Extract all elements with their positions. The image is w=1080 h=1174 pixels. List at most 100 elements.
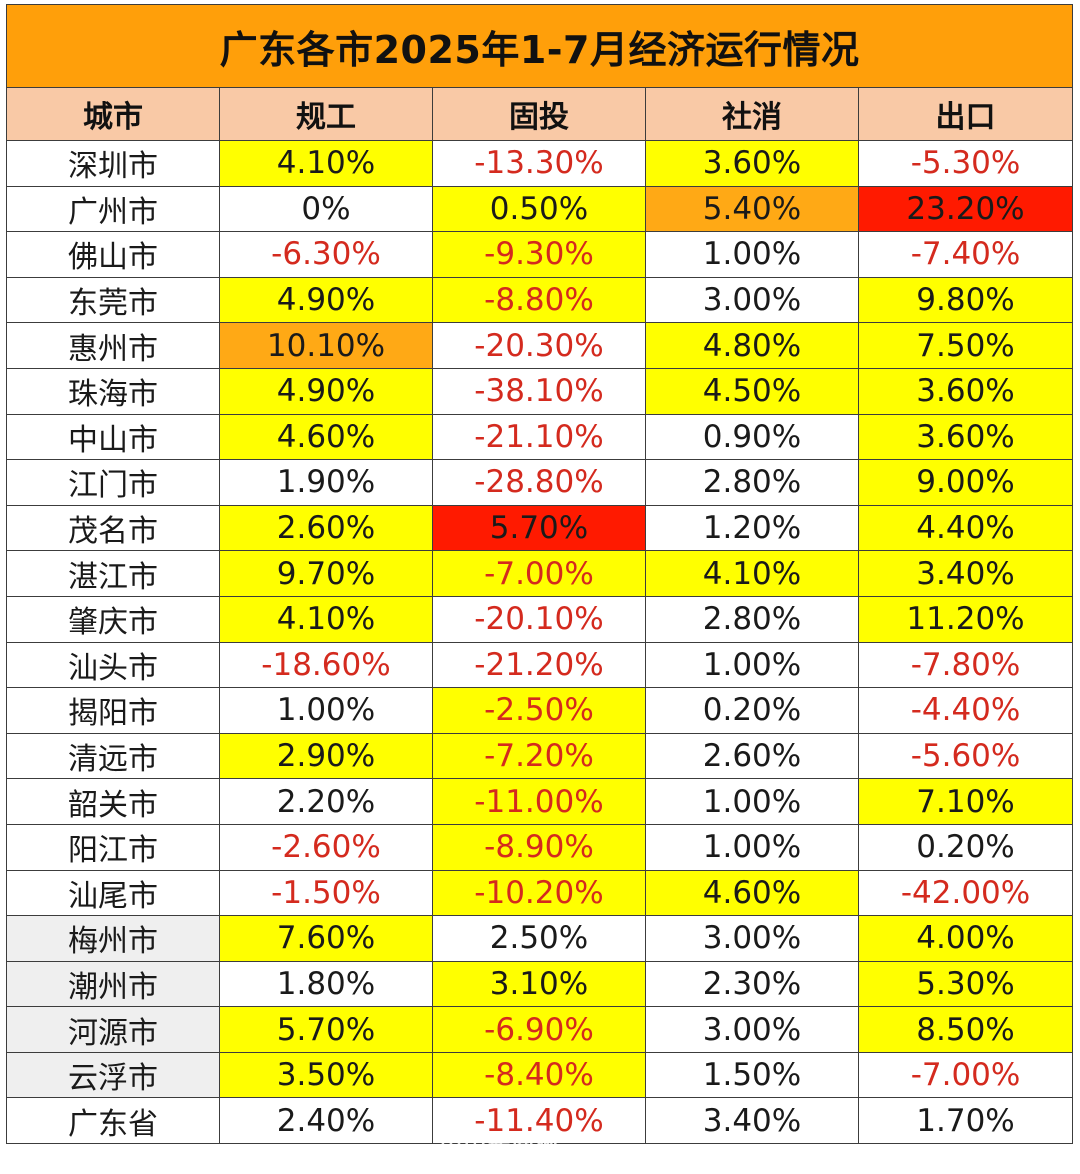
city-cell: 清远市 xyxy=(6,732,220,780)
export-value-cell: 3.60% xyxy=(857,413,1074,461)
export-value-cell: 3.60% xyxy=(857,367,1074,415)
export-value-cell: 7.50% xyxy=(857,322,1074,369)
investment-value-cell: 3.10% xyxy=(432,960,646,1008)
table-row: 河源市 5.70% -6.90% 3.00% 8.50% xyxy=(6,1006,1074,1053)
retail-value-cell: 4.60% xyxy=(645,869,859,917)
header-city: 城市 xyxy=(6,87,220,141)
export-value-cell: -42.00% xyxy=(857,869,1074,917)
retail-value-cell: 1.00% xyxy=(645,641,859,689)
industry-value-cell: -2.60% xyxy=(219,823,433,871)
industry-value-cell: 5.70% xyxy=(219,1006,433,1053)
retail-value-cell: 1.00% xyxy=(645,823,859,871)
retail-value-cell: 4.50% xyxy=(645,367,859,415)
table-row: 阳江市 -2.60% -8.90% 1.00% 0.20% xyxy=(6,823,1074,871)
table-row: 汕头市 -18.60% -21.20% 1.00% -7.80% xyxy=(6,641,1074,689)
city-cell: 深圳市 xyxy=(6,140,220,187)
investment-value-cell: -7.20% xyxy=(432,732,646,780)
table-row: 湛江市 9.70% -7.00% 4.10% 3.40% xyxy=(6,550,1074,597)
investment-value-cell: -6.90% xyxy=(432,1006,646,1053)
investment-value-cell: -11.40% xyxy=(432,1097,646,1145)
investment-value-cell: -9.30% xyxy=(432,231,646,278)
city-cell: 广州市 xyxy=(6,185,220,233)
retail-value-cell: 1.50% xyxy=(645,1051,859,1099)
industry-value-cell: 1.90% xyxy=(219,459,433,506)
table-row: 肇庆市 4.10% -20.10% 2.80% 11.20% xyxy=(6,595,1074,643)
export-value-cell: 1.70% xyxy=(857,1097,1074,1145)
watermark: 中国新闻网 WWW.GDMM.COM xyxy=(440,1130,560,1170)
retail-value-cell: 5.40% xyxy=(645,185,859,233)
retail-value-cell: 1.00% xyxy=(645,231,859,278)
table-body: 深圳市 4.10% -13.30% 3.60% -5.30% 广州市 0% 0.50% 5.40… xyxy=(6,140,1074,1145)
export-value-cell: 0.20% xyxy=(857,823,1074,871)
retail-value-cell: 3.60% xyxy=(645,140,859,187)
watermark-main: 中国新闻网 xyxy=(440,1136,561,1161)
investment-value-cell: -20.30% xyxy=(432,322,646,369)
investment-value-cell: 5.70% xyxy=(432,504,646,552)
investment-value-cell: -38.10% xyxy=(432,367,646,415)
retail-value-cell: 3.00% xyxy=(645,276,859,324)
watermark-sub: WWW.GDMM.COM xyxy=(440,1159,544,1170)
investment-value-cell: -8.40% xyxy=(432,1051,646,1099)
header-industry: 规工 xyxy=(219,87,433,141)
export-value-cell: -7.00% xyxy=(857,1051,1074,1099)
industry-value-cell: 2.60% xyxy=(219,504,433,552)
export-value-cell: -7.80% xyxy=(857,641,1074,689)
city-cell: 茂名市 xyxy=(6,504,220,552)
header-row: 城市 规工 固投 社消 出口 xyxy=(6,87,1074,141)
retail-value-cell: 2.60% xyxy=(645,732,859,780)
industry-value-cell: 1.80% xyxy=(219,960,433,1008)
city-cell: 云浮市 xyxy=(6,1051,220,1099)
city-cell: 广东省 xyxy=(6,1097,220,1145)
export-value-cell: 8.50% xyxy=(857,1006,1074,1053)
export-value-cell: 9.00% xyxy=(857,459,1074,506)
investment-value-cell: -20.10% xyxy=(432,595,646,643)
retail-value-cell: 1.00% xyxy=(645,778,859,825)
industry-value-cell: 2.20% xyxy=(219,778,433,825)
industry-value-cell: 4.10% xyxy=(219,595,433,643)
export-value-cell: 4.00% xyxy=(857,915,1074,962)
table-row: 汕尾市 -1.50% -10.20% 4.60% -42.00% xyxy=(6,869,1074,917)
investment-value-cell: -2.50% xyxy=(432,687,646,734)
table-title: 广东各市2025年1-7月经济运行情况 xyxy=(5,4,1074,88)
industry-value-cell: 3.50% xyxy=(219,1051,433,1099)
investment-value-cell: -8.80% xyxy=(432,276,646,324)
city-cell: 中山市 xyxy=(6,413,220,461)
export-value-cell: 11.20% xyxy=(857,595,1074,643)
city-cell: 东莞市 xyxy=(6,276,220,324)
city-cell: 揭阳市 xyxy=(6,687,220,734)
investment-value-cell: -11.00% xyxy=(432,778,646,825)
table-row: 江门市 1.90% -28.80% 2.80% 9.00% xyxy=(6,459,1074,506)
table-row: 清远市 2.90% -7.20% 2.60% -5.60% xyxy=(6,732,1074,780)
export-value-cell: 23.20% xyxy=(857,185,1074,233)
economic-table-sheet: 广东各市2025年1-7月经济运行情况 城市 规工 固投 社消 出口 深圳市 4.… xyxy=(5,4,1074,1145)
investment-value-cell: 2.50% xyxy=(432,915,646,962)
retail-value-cell: 1.20% xyxy=(645,504,859,552)
header-retail: 社消 xyxy=(645,87,859,141)
city-cell: 阳江市 xyxy=(6,823,220,871)
table-row: 珠海市 4.90% -38.10% 4.50% 3.60% xyxy=(6,367,1074,415)
city-cell: 江门市 xyxy=(6,459,220,506)
city-cell: 韶关市 xyxy=(6,778,220,825)
retail-value-cell: 4.10% xyxy=(645,550,859,597)
city-cell: 潮州市 xyxy=(6,960,220,1008)
export-value-cell: 7.10% xyxy=(857,778,1074,825)
industry-value-cell: 7.60% xyxy=(219,915,433,962)
table-row: 广州市 0% 0.50% 5.40% 23.20% xyxy=(6,185,1074,233)
export-value-cell: -4.40% xyxy=(857,687,1074,734)
table-row: 深圳市 4.10% -13.30% 3.60% -5.30% xyxy=(6,140,1074,187)
table-row: 东莞市 4.90% -8.80% 3.00% 9.80% xyxy=(6,276,1074,324)
retail-value-cell: 4.80% xyxy=(645,322,859,369)
investment-value-cell: -8.90% xyxy=(432,823,646,871)
table-row: 中山市 4.60% -21.10% 0.90% 3.60% xyxy=(6,413,1074,461)
industry-value-cell: 9.70% xyxy=(219,550,433,597)
table-row: 揭阳市 1.00% -2.50% 0.20% -4.40% xyxy=(6,687,1074,734)
city-cell: 珠海市 xyxy=(6,367,220,415)
city-cell: 梅州市 xyxy=(6,915,220,962)
city-cell: 肇庆市 xyxy=(6,595,220,643)
retail-value-cell: 2.80% xyxy=(645,459,859,506)
industry-value-cell: 1.00% xyxy=(219,687,433,734)
header-export: 出口 xyxy=(857,87,1074,141)
economic-data-table: 广东各市2025年1-7月经济运行情况 城市 规工 固投 社消 出口 深圳市 4.… xyxy=(5,4,1074,1145)
table-row: 茂名市 2.60% 5.70% 1.20% 4.40% xyxy=(6,504,1074,552)
industry-value-cell: 2.40% xyxy=(219,1097,433,1145)
